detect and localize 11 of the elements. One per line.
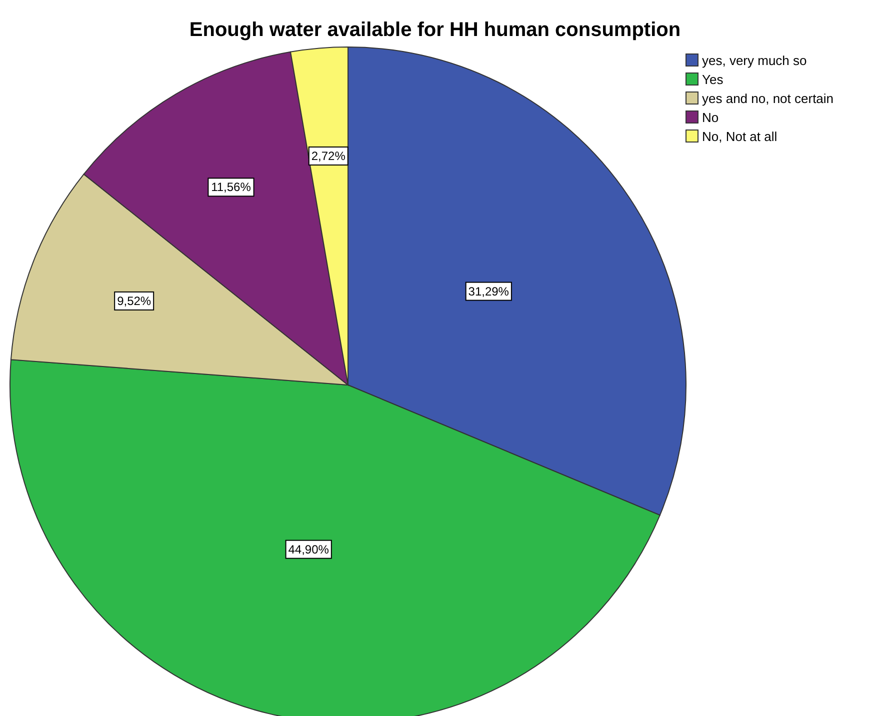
legend-label: yes and no, not certain — [702, 91, 834, 106]
data-label: 9,52% — [117, 294, 152, 308]
legend-label: No, Not at all — [702, 129, 778, 144]
chart-title: Enough water available for HH human consumption — [189, 19, 681, 41]
data-label: 44,90% — [288, 542, 330, 556]
data-label: 2,72% — [311, 149, 346, 163]
legend-label: Yes — [702, 72, 724, 87]
legend-label: No — [702, 110, 719, 125]
data-label: 11,56% — [211, 180, 252, 194]
data-label: 31,29% — [468, 284, 510, 298]
legend-label: yes, very much so — [702, 53, 807, 68]
